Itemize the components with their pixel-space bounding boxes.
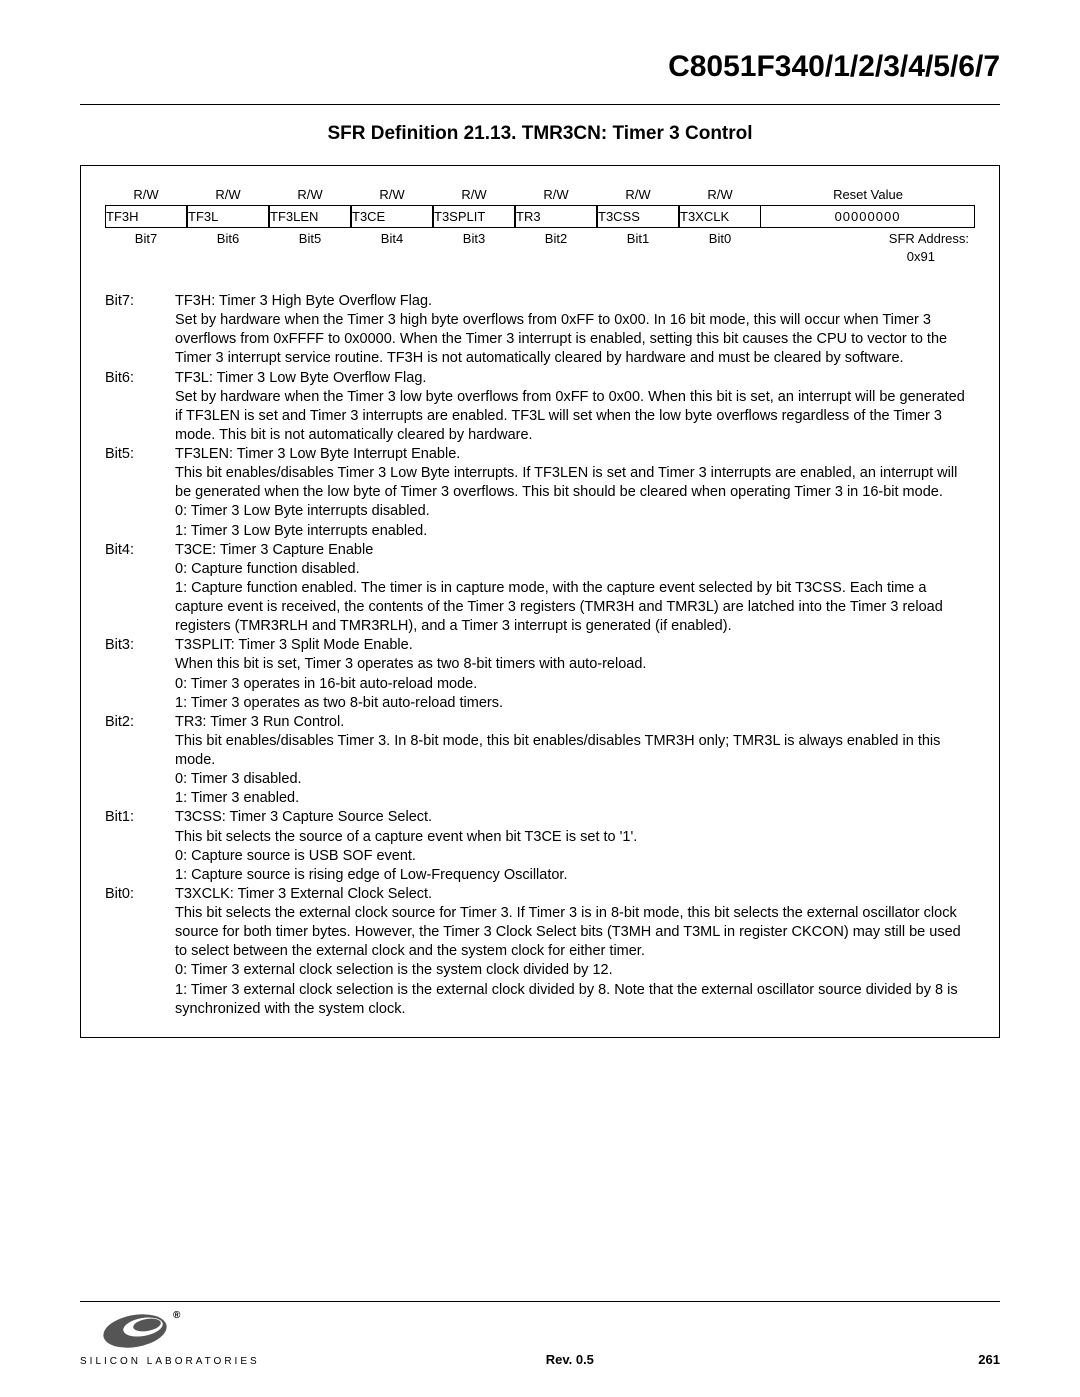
bit-name: T3CE <box>351 205 433 228</box>
bit-text: TF3LEN: Timer 3 Low Byte Interrupt Enabl… <box>175 445 975 541</box>
bit-text: TR3: Timer 3 Run Control. This bit enabl… <box>175 713 975 809</box>
bit-name: T3XCLK <box>679 205 761 228</box>
logo-text: SILICON LABORATORIES <box>80 1356 260 1367</box>
rw-cell: R/W <box>351 184 433 205</box>
bit-description-row: Bit2:TR3: Timer 3 Run Control. This bit … <box>105 713 975 809</box>
revision: Rev. 0.5 <box>260 1352 880 1367</box>
bit-descriptions: Bit7:TF3H: Timer 3 High Byte Overflow Fl… <box>105 292 975 1019</box>
sfr-label: SFR Address: <box>761 228 975 249</box>
bit-name: TR3 <box>515 205 597 228</box>
rw-cell: R/W <box>515 184 597 205</box>
bit-text: T3CE: Timer 3 Capture Enable 0: Capture … <box>175 541 975 637</box>
bit-index: Bit1 <box>597 228 679 249</box>
logo: ® SILICON LABORATORIES <box>80 1310 260 1367</box>
bit-index: Bit0 <box>679 228 761 249</box>
silicon-labs-logo-icon: ® <box>95 1310 245 1352</box>
rw-cell: R/W <box>269 184 351 205</box>
sfr-address: 0x91 <box>105 249 975 264</box>
bit-label: Bit2: <box>105 713 175 809</box>
bit-name: TF3H <box>105 205 187 228</box>
bit-name: T3CSS <box>597 205 679 228</box>
bit-index: Bit7 <box>105 228 187 249</box>
reset-label: Reset Value <box>761 184 975 205</box>
bit-text: T3XCLK: Timer 3 External Clock Select. T… <box>175 885 975 1019</box>
bit-description-row: Bit1:T3CSS: Timer 3 Capture Source Selec… <box>105 808 975 885</box>
bit-label: Bit4: <box>105 541 175 637</box>
bit-text: TF3L: Timer 3 Low Byte Overflow Flag. Se… <box>175 369 975 446</box>
svg-text:®: ® <box>173 1310 181 1321</box>
rw-cell: R/W <box>597 184 679 205</box>
divider-top <box>80 104 1000 105</box>
footer: ® SILICON LABORATORIES Rev. 0.5 261 <box>80 1301 1000 1367</box>
section-title: SFR Definition 21.13. TMR3CN: Timer 3 Co… <box>80 123 1000 145</box>
part-number: C8051F340/1/2/3/4/5/6/7 <box>80 50 1000 84</box>
rw-cell: R/W <box>187 184 269 205</box>
bit-description-row: Bit7:TF3H: Timer 3 High Byte Overflow Fl… <box>105 292 975 369</box>
bit-description-row: Bit6:TF3L: Timer 3 Low Byte Overflow Fla… <box>105 369 975 446</box>
bit-text: T3SPLIT: Timer 3 Split Mode Enable. When… <box>175 636 975 713</box>
bit-text: T3CSS: Timer 3 Capture Source Select. Th… <box>175 808 975 885</box>
bit-label: Bit1: <box>105 808 175 885</box>
bit-label: Bit0: <box>105 885 175 1019</box>
bit-label: Bit7: <box>105 292 175 369</box>
bit-name: TF3L <box>187 205 269 228</box>
bit-description-row: Bit5:TF3LEN: Timer 3 Low Byte Interrupt … <box>105 445 975 541</box>
bit-index: Bit3 <box>433 228 515 249</box>
bit-name: TF3LEN <box>269 205 351 228</box>
bit-index: Bit4 <box>351 228 433 249</box>
bit-grid: R/W R/W R/W R/W R/W R/W R/W R/W Reset Va… <box>105 184 975 249</box>
bit-description-row: Bit4:T3CE: Timer 3 Capture Enable 0: Cap… <box>105 541 975 637</box>
bit-description-row: Bit3:T3SPLIT: Timer 3 Split Mode Enable.… <box>105 636 975 713</box>
bit-label: Bit6: <box>105 369 175 446</box>
divider-bottom <box>80 1301 1000 1302</box>
bit-description-row: Bit0:T3XCLK: Timer 3 External Clock Sele… <box>105 885 975 1019</box>
rw-cell: R/W <box>433 184 515 205</box>
bit-label: Bit3: <box>105 636 175 713</box>
rw-cell: R/W <box>105 184 187 205</box>
rw-cell: R/W <box>679 184 761 205</box>
bit-label: Bit5: <box>105 445 175 541</box>
bit-index: Bit6 <box>187 228 269 249</box>
bit-text: TF3H: Timer 3 High Byte Overflow Flag. S… <box>175 292 975 369</box>
bit-index: Bit2 <box>515 228 597 249</box>
reset-value: 00000000 <box>761 205 975 228</box>
bit-name: T3SPLIT <box>433 205 515 228</box>
page-number: 261 <box>880 1352 1000 1367</box>
register-definition: R/W R/W R/W R/W R/W R/W R/W R/W Reset Va… <box>80 165 1000 1038</box>
bit-index: Bit5 <box>269 228 351 249</box>
